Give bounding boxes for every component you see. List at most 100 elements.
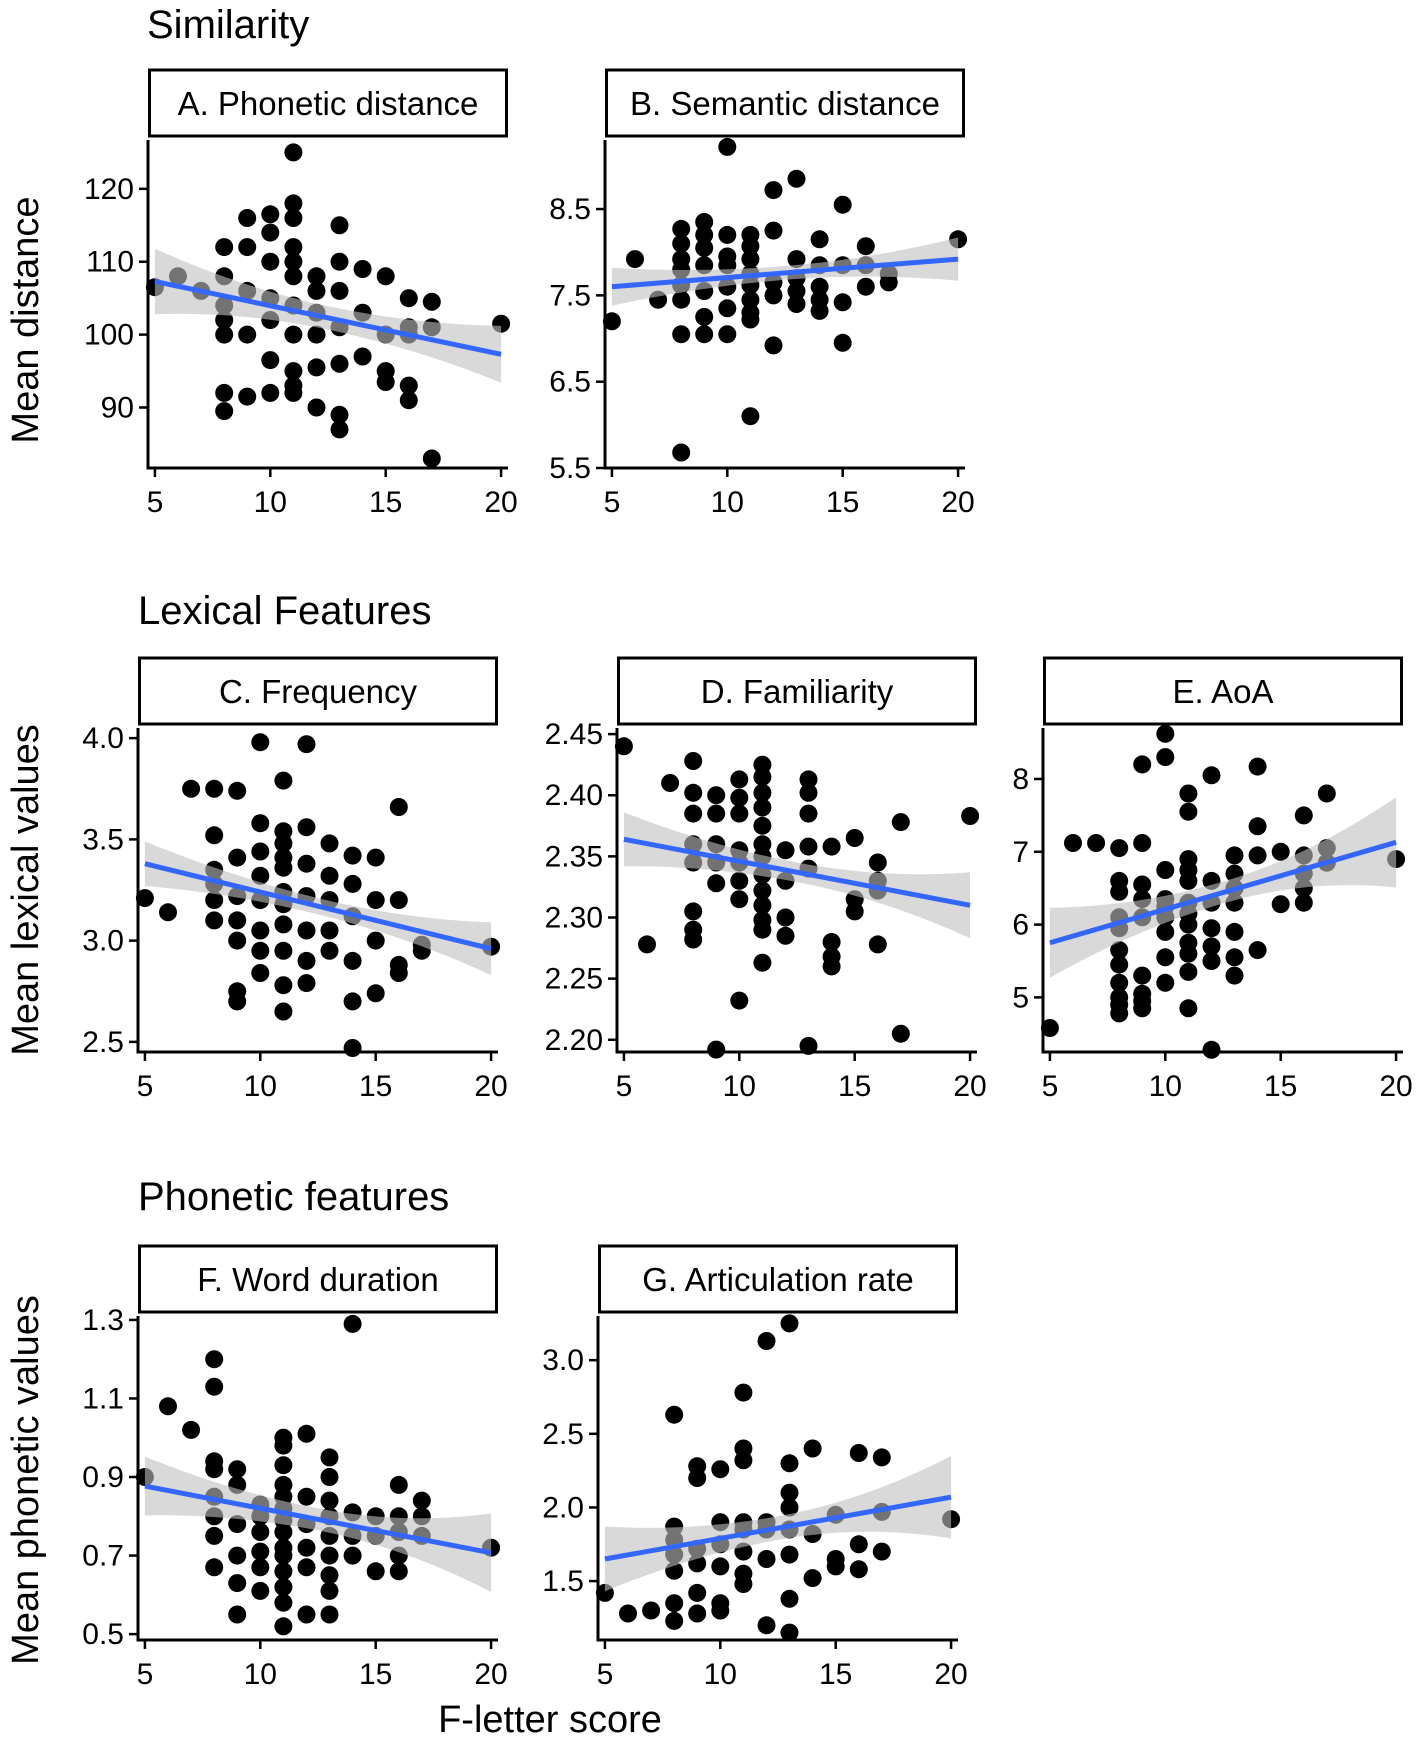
panels: A. Phonetic distance 5 10 15 20 90 100 110 120 B.… — [82, 68, 1413, 1691]
data-point — [822, 957, 841, 976]
data-point — [307, 281, 326, 300]
data-point — [330, 420, 349, 439]
data-point — [730, 804, 749, 823]
data-point — [776, 926, 795, 945]
data-point — [602, 312, 621, 331]
data-points — [135, 733, 501, 1057]
data-point — [730, 770, 749, 789]
data-point — [274, 1617, 293, 1636]
data-point — [228, 1515, 247, 1534]
data-point — [284, 383, 303, 402]
data-point — [320, 866, 339, 885]
data-point — [343, 1546, 362, 1565]
y-tick-label: 7.5 — [549, 279, 591, 312]
data-point — [330, 405, 349, 424]
data-point — [320, 1581, 339, 1600]
data-point — [1087, 834, 1106, 852]
data-point — [238, 325, 257, 344]
x-tick-label: 20 — [941, 486, 974, 519]
data-point — [803, 1439, 822, 1458]
data-point — [684, 804, 703, 823]
data-point — [799, 770, 818, 789]
data-point — [205, 1350, 224, 1369]
data-point — [343, 846, 362, 865]
y-tick-label: 0.9 — [82, 1461, 124, 1494]
y-tick-label: 2.5 — [542, 1418, 584, 1451]
data-point — [297, 1487, 316, 1506]
regression-line — [144, 1483, 492, 1556]
x-tick-label: 10 — [711, 486, 744, 519]
data-point — [753, 798, 772, 817]
data-point — [787, 295, 806, 313]
y-tick-label: 1.3 — [82, 1304, 124, 1337]
y-tick-label: 7 — [1012, 836, 1029, 869]
panel-strip — [148, 68, 508, 138]
data-point — [684, 752, 703, 770]
data-point — [320, 1491, 339, 1510]
data-point — [780, 1454, 799, 1473]
data-point — [695, 225, 714, 244]
data-point — [205, 911, 224, 930]
data-point — [274, 1456, 293, 1475]
regression-line — [623, 836, 971, 908]
data-point — [366, 984, 385, 1003]
data-point — [297, 974, 316, 993]
data-point — [238, 209, 257, 227]
x-tick-label: 15 — [359, 1658, 392, 1691]
y-tick-label: 0.7 — [82, 1540, 124, 1573]
x-tick-label: 5 — [137, 1658, 154, 1691]
data-point — [366, 891, 385, 910]
y-tick-label: 90 — [101, 392, 134, 425]
data-point — [297, 921, 316, 940]
data-point — [274, 1593, 293, 1612]
data-point — [741, 310, 760, 329]
data-point — [780, 1498, 799, 1517]
x-tick-label: 20 — [474, 1658, 507, 1691]
data-point — [688, 1583, 707, 1602]
data-point — [297, 1538, 316, 1557]
data-point — [707, 786, 726, 805]
panel-title: G. Articulation rate — [642, 1261, 913, 1298]
data-point — [695, 307, 714, 326]
y-tick-label: 2.40 — [545, 779, 603, 812]
y-axis-label-phonetic: Mean phonetic values — [5, 1295, 47, 1665]
data-point — [849, 1444, 868, 1462]
y-tick-label: 2.20 — [545, 1024, 603, 1057]
data-point — [320, 1468, 339, 1486]
data-point — [251, 733, 270, 752]
data-point — [856, 237, 875, 256]
data-point — [619, 1604, 637, 1623]
data-point — [205, 779, 224, 798]
data-point — [284, 325, 303, 344]
data-point — [730, 871, 749, 890]
data-point — [389, 1475, 408, 1494]
data-point — [297, 1605, 316, 1624]
data-point — [251, 866, 270, 885]
data-point — [642, 1601, 661, 1620]
data-point — [1133, 755, 1152, 774]
data-point — [1110, 882, 1129, 901]
data-point — [711, 1460, 730, 1479]
data-point — [868, 935, 887, 954]
data-point — [330, 252, 349, 271]
data-point — [711, 1601, 730, 1620]
data-point — [826, 1557, 845, 1576]
data-point — [780, 1545, 799, 1564]
data-point — [307, 325, 326, 344]
data-point — [1179, 784, 1198, 803]
data-point — [665, 1405, 684, 1424]
data-point — [799, 804, 818, 823]
data-point — [780, 1589, 799, 1608]
y-tick-label: 3.0 — [82, 925, 124, 958]
data-point — [753, 896, 772, 915]
data-point — [879, 273, 898, 292]
panel-strip — [605, 68, 965, 138]
x-tick-label: 10 — [1149, 1070, 1182, 1103]
data-point — [320, 941, 339, 960]
x-tick-label: 20 — [953, 1070, 986, 1103]
data-point — [845, 829, 864, 847]
data-point — [422, 449, 441, 468]
x-tick-label: 10 — [254, 486, 287, 519]
data-point — [665, 1594, 684, 1613]
data-point — [626, 250, 644, 269]
